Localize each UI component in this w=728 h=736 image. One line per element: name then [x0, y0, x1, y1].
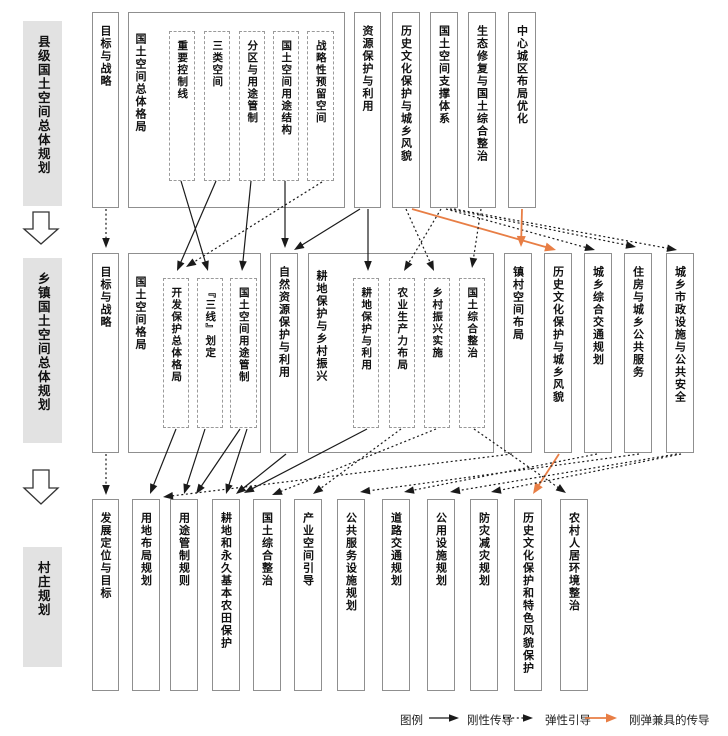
county-zoning-use-control: 分区与用途管制	[239, 31, 265, 181]
township-farmland-rural-revitalization-label: 耕地保护与乡村振兴	[315, 270, 328, 383]
township-spatial-pattern-label: 国土空间格局	[134, 276, 147, 351]
legend-rigid-transmission-label: 刚性传导	[467, 713, 513, 727]
township-historic-culture-character: 历史文化保护与城乡风貌	[544, 253, 572, 453]
village-use-control-rules: 用途管制规则	[170, 499, 198, 691]
level-header-township: 乡镇国土空间总体规划	[23, 258, 62, 443]
village-farmland-permanent-basic-protection: 耕地和永久基本农田保护	[212, 499, 240, 691]
level-flow-arrow-1	[22, 211, 60, 245]
township-development-protection-pattern: 开发保护总体格局	[163, 278, 189, 428]
village-development-positioning-goals: 发展定位与目标	[92, 499, 119, 691]
village-industrial-space-guidance: 产业空间引导	[294, 499, 322, 691]
county-spatial-support-system: 国土空间支撑体系	[430, 12, 458, 208]
township-natural-resource-protection: 自然资源保护与利用	[270, 253, 298, 453]
township-urban-rural-transport: 城乡综合交通规划	[584, 253, 612, 453]
village-disaster-prevention-planning: 防灾减灾规划	[470, 499, 498, 691]
county-three-type-spaces: 三类空间	[204, 31, 230, 181]
county-goals-strategy-label: 目标与战略	[99, 25, 112, 88]
county-strategic-reserved-space: 战略性预留空间	[307, 31, 334, 181]
township-spatial-pattern-group: 国土空间格局 开发保护总体格局 『三线』划定 国土空间用途管制	[128, 253, 261, 453]
county-goals-strategy: 目标与战略	[92, 12, 119, 208]
level-flow-arrow-2	[22, 469, 60, 505]
township-three-lines-delineation: 『三线』划定	[197, 278, 223, 428]
township-farmland-protection-use: 耕地保护与利用	[353, 278, 379, 428]
county-ecological-restoration-land-improvement: 生态修复与国土综合整治	[468, 12, 496, 208]
county-overall-spatial-pattern-group: 国土空间总体格局 重要控制线 三类空间 分区与用途管制 国土空间用途结构 战略性…	[128, 12, 345, 208]
village-comprehensive-land-improvement: 国土综合整治	[253, 499, 281, 691]
township-municipal-facilities-public-safety: 城乡市政设施与公共安全	[666, 253, 694, 453]
village-historic-culture-character-protection: 历史文化保护和特色风貌保护	[514, 499, 542, 691]
county-important-control-lines: 重要控制线	[169, 31, 195, 181]
township-housing-public-services: 住房与城乡公共服务	[624, 253, 652, 453]
legend-rigid-flexible-label: 刚弹兼具的传导	[629, 713, 710, 727]
township-town-village-layout: 镇村空间布局	[504, 253, 532, 453]
level-header-township-label: 乡镇国土空间总体规划	[35, 272, 51, 412]
level-header-village: 村庄规划	[23, 547, 62, 667]
township-land-use-control: 国土空间用途管制	[230, 278, 257, 428]
village-road-traffic-planning: 道路交通规划	[382, 499, 410, 691]
legend-flexible-guidance-label: 弹性引导	[545, 713, 591, 727]
level-header-county-label: 县级国土空间总体规划	[35, 35, 51, 175]
township-goals-strategy: 目标与战略	[92, 253, 119, 453]
township-farmland-rural-revitalization-group: 耕地保护与乡村振兴 耕地保护与利用 农业生产力布局 乡村振兴实施 国土综合整治	[308, 253, 494, 453]
township-agricultural-productivity-layout: 农业生产力布局	[389, 278, 415, 428]
village-public-utilities-planning: 公用设施规划	[427, 499, 455, 691]
township-rural-revitalization-implementation: 乡村振兴实施	[424, 278, 450, 428]
county-historic-culture-character: 历史文化保护与城乡风貌	[392, 12, 420, 208]
county-overall-spatial-pattern-label: 国土空间总体格局	[134, 33, 147, 133]
county-land-use-structure: 国土空间用途结构	[273, 31, 299, 181]
township-comprehensive-land-improvement: 国土综合整治	[459, 278, 485, 428]
village-rural-living-environment: 农村人居环境整治	[560, 499, 588, 691]
level-header-village-label: 村庄规划	[35, 561, 51, 617]
village-land-layout-planning: 用地布局规划	[132, 499, 160, 691]
level-header-county: 县级国土空间总体规划	[23, 21, 62, 206]
county-central-city-layout-optimization: 中心城区布局优化	[508, 12, 536, 208]
county-resource-protection-utilization: 资源保护与利用	[354, 12, 381, 208]
legend-title: 图例	[400, 713, 423, 727]
village-public-service-facilities: 公共服务设施规划	[337, 499, 365, 691]
